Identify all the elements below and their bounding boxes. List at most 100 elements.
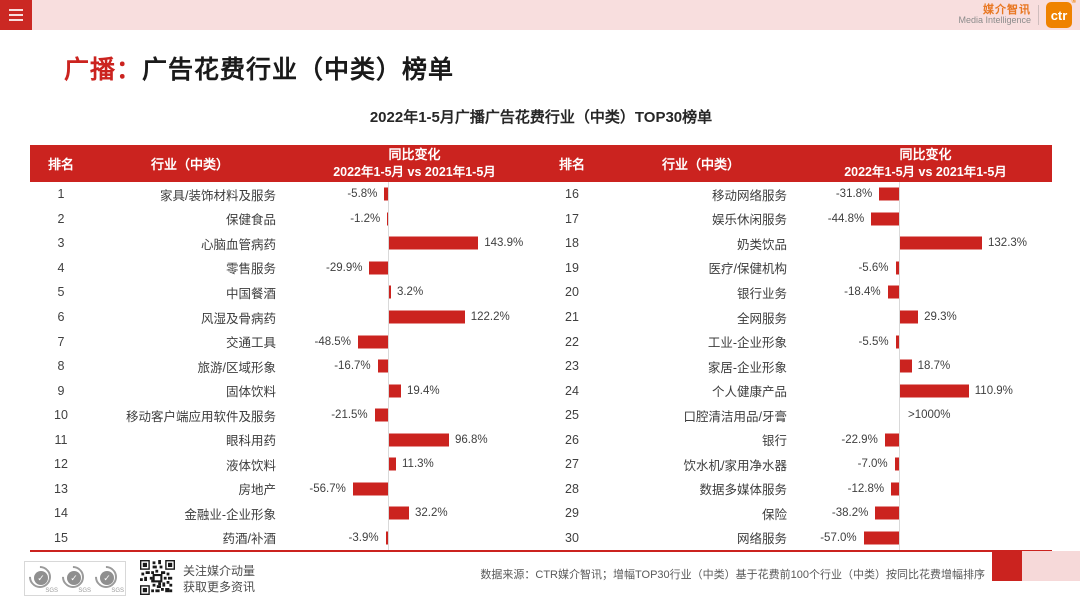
value-label: -57.0%	[820, 531, 857, 544]
value-label: 110.9%	[974, 384, 1013, 397]
rank-cell: 9	[57, 383, 65, 398]
zero-axis-line	[899, 280, 900, 305]
bar-chart-cell: 18.7%18.7%	[799, 353, 1052, 379]
industry-cell: 液体饮料	[225, 458, 276, 473]
industry-cell: 奶类饮品	[736, 237, 787, 252]
table-row: 20 银行业务 -18.4%-18.4%	[541, 280, 1052, 305]
title-highlight: 广播：	[64, 56, 143, 84]
corner-accent-red	[992, 551, 1022, 581]
bar-chart-cell: -22.9%-22.9%	[799, 427, 1052, 453]
industry-cell: 旅游/区域形象	[197, 360, 276, 375]
bar-chart-cell: 132.3%132.3%	[799, 231, 1052, 256]
value-bar	[895, 261, 899, 275]
value-label: 132.3%	[988, 237, 1028, 250]
value-bar	[377, 359, 388, 373]
hamburger-icon	[9, 9, 23, 11]
value-bar	[900, 236, 983, 250]
bar-chart-cell: -7.0%-7.0%	[799, 452, 1052, 477]
industry-cell: 移动客户端应用软件及服务	[125, 409, 276, 424]
table-row: 10 移动客户端应用软件及服务 -21.5%-21.5%	[30, 402, 541, 428]
value-bar	[357, 335, 388, 349]
value-label: -16.7%	[334, 360, 371, 373]
bar-chart-cell: -21.5%-21.5%	[288, 402, 541, 428]
value-label: -5.8%	[347, 188, 378, 201]
value-label: 19.4%	[407, 384, 440, 397]
industry-cell: 数据多媒体服务	[699, 483, 787, 498]
value-bar	[900, 384, 969, 398]
table-row: 5 中国餐酒 3.2%3.2%	[30, 280, 541, 305]
table-row: 6 风湿及骨病药 122.2%122.2%	[30, 304, 541, 330]
table-row: 24 个人健康产品 110.9%110.9%	[541, 378, 1052, 403]
bar-chart-cell: -29.9%-29.9%	[288, 255, 541, 281]
table-row: 8 旅游/区域形象 -16.7%-16.7%	[30, 353, 541, 379]
zero-axis-line	[899, 378, 900, 403]
rank-cell: 17	[565, 211, 579, 226]
value-label: -7.0%	[857, 458, 888, 471]
header-industry: 行业（中类）	[661, 157, 740, 172]
header-rank: 排名	[558, 157, 585, 172]
value-bar	[863, 531, 899, 545]
rank-cell: 28	[565, 481, 579, 496]
industry-cell: 家居-企业形象	[707, 360, 787, 375]
industry-cell: 零售服务	[225, 262, 276, 277]
value-bar	[900, 310, 919, 324]
table-row: 29 保险 -38.2%-38.2%	[541, 501, 1052, 526]
value-label: >1000%	[908, 409, 951, 422]
header-change: 同比变化 2022年1-5月 vs 2021年1-5月	[844, 146, 1007, 179]
follow-us-text: 关注媒介动量 获取更多资讯	[183, 564, 256, 594]
value-bar	[895, 335, 899, 349]
rank-cell: 15	[54, 530, 68, 545]
industry-cell: 口腔清洁用品/牙膏	[683, 409, 787, 424]
bar-chart-cell: -16.7%-16.7%	[288, 353, 541, 379]
rank-cell: 21	[565, 310, 579, 324]
value-label: -5.6%	[858, 261, 889, 274]
zero-axis-line	[899, 427, 900, 453]
page-title: 广播：广告花费行业（中类）榜单	[64, 50, 454, 86]
qr-code	[140, 560, 175, 595]
rank-cell: 13	[54, 481, 68, 496]
bar-chart-cell: -1.2%-1.2%	[288, 206, 541, 232]
rank-cell: 5	[57, 285, 65, 300]
zero-axis-line	[388, 280, 389, 305]
table-row: 22 工业-企业形象 -5.5%-5.5%	[541, 329, 1052, 354]
value-label: 32.2%	[414, 507, 448, 520]
value-bar	[389, 236, 479, 250]
zero-axis-line	[899, 501, 900, 526]
table-row: 16 移动网络服务 -31.8%-31.8%	[541, 182, 1052, 207]
value-bar	[894, 457, 899, 471]
industry-cell: 保险	[761, 507, 787, 522]
table-row: 11 眼科用药 96.8%96.8%	[30, 427, 541, 453]
value-bar	[900, 359, 912, 373]
bar-chart-cell: -3.9%-3.9%	[288, 525, 541, 551]
logo-cn-text: 媒介智讯	[983, 3, 1031, 16]
zero-axis-line	[388, 353, 389, 379]
value-bar	[871, 212, 899, 226]
rank-cell: 23	[565, 359, 579, 374]
rank-cell: 16	[565, 187, 579, 202]
zero-axis-line	[899, 353, 900, 379]
header-industry: 行业（中类）	[150, 157, 229, 172]
value-bar	[389, 384, 402, 398]
value-bar	[352, 482, 388, 496]
bar-chart-cell: 19.4%19.4%	[288, 378, 541, 403]
ranking-panel-left: 1 家具/装饰材料及服务 -5.8%-5.8% 2 保健食品 -1.2%-1.2% 3 心脑血…	[30, 182, 541, 551]
zero-axis-line	[899, 231, 900, 256]
value-label: 143.9%	[484, 237, 524, 250]
table-row: 12 液体饮料 11.3%11.3%	[30, 452, 541, 477]
hamburger-menu-button[interactable]	[0, 0, 32, 30]
table-row: 28 数据多媒体服务 -12.8%-12.8%	[541, 476, 1052, 502]
value-bar	[387, 212, 388, 226]
zero-axis-line	[388, 304, 389, 330]
logo-divider	[1038, 5, 1039, 25]
rank-cell: 25	[565, 408, 579, 423]
zero-axis-line	[388, 378, 389, 403]
industry-cell: 风湿及骨病药	[200, 311, 276, 326]
rank-cell: 6	[57, 310, 65, 324]
rank-cell: 18	[565, 236, 579, 251]
rank-cell: 14	[54, 506, 68, 521]
table-row: 17 娱乐休闲服务 -44.8%-44.8%	[541, 206, 1052, 232]
value-label: -18.4%	[844, 286, 881, 299]
rank-cell: 8	[57, 359, 65, 374]
ranking-panel-right: 16 移动网络服务 -31.8%-31.8% 17 娱乐休闲服务 -44.8%-44.8%…	[541, 182, 1052, 551]
top-bar: 媒介智讯 Media Intelligence ctr ®	[0, 0, 1080, 30]
